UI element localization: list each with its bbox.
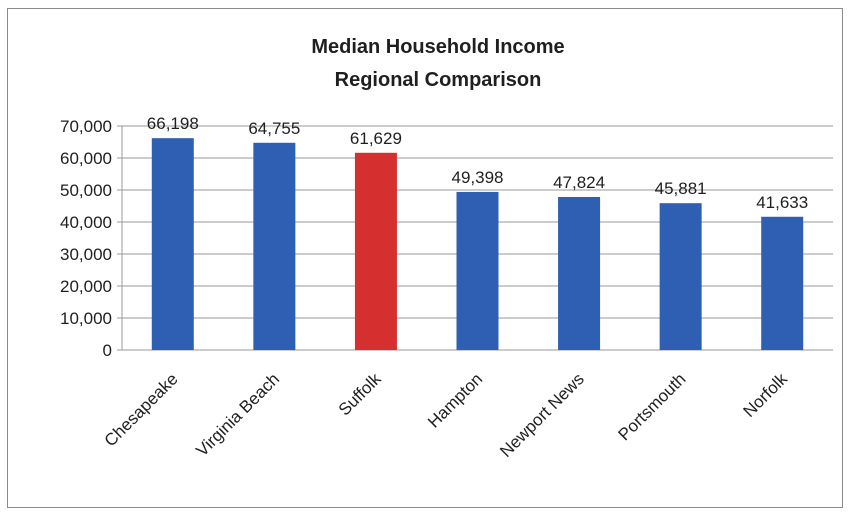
y-tick-label: 10,000 bbox=[60, 309, 112, 328]
data-label: 45,881 bbox=[655, 179, 707, 198]
y-axis-ticks: 0 10,000 20,000 30,000 40,000 50,000 60,000 70,… bbox=[60, 117, 122, 360]
y-tick-label: 70,000 bbox=[60, 117, 112, 136]
bar bbox=[558, 196, 601, 350]
y-tick-label: 0 bbox=[103, 341, 112, 360]
gridlines bbox=[121, 125, 833, 351]
x-tick-label: Suffolk bbox=[335, 369, 385, 419]
x-tick-label: Norfolk bbox=[740, 369, 792, 421]
bar bbox=[253, 142, 296, 350]
data-label: 66,198 bbox=[147, 114, 199, 133]
y-tick-label: 40,000 bbox=[60, 213, 112, 232]
x-tick-label: Virginia Beach bbox=[192, 369, 283, 460]
chart-frame bbox=[7, 8, 843, 508]
bar bbox=[354, 152, 397, 350]
x-tick-label: Portsmouth bbox=[615, 369, 690, 444]
data-label: 64,755 bbox=[248, 119, 300, 138]
chart-title: Median Household Income bbox=[311, 36, 564, 58]
data-label: 41,633 bbox=[756, 193, 808, 212]
bar bbox=[456, 191, 499, 350]
x-tick-label: Newport News bbox=[496, 369, 588, 461]
bars bbox=[151, 138, 804, 350]
y-tick-label: 30,000 bbox=[60, 245, 112, 264]
x-axis-labels: Chesapeake Virginia Beach Suffolk Hampton Ne… bbox=[101, 369, 792, 461]
bar bbox=[761, 216, 804, 350]
data-label: 49,398 bbox=[452, 168, 504, 187]
x-tick-label: Hampton bbox=[424, 369, 486, 431]
y-tick-label: 20,000 bbox=[60, 277, 112, 296]
chart-subtitle: Regional Comparison bbox=[335, 69, 542, 91]
y-tick-label: 50,000 bbox=[60, 181, 112, 200]
y-tick-label: 60,000 bbox=[60, 149, 112, 168]
bar bbox=[151, 138, 194, 350]
bar bbox=[659, 203, 702, 350]
x-tick-label: Chesapeake bbox=[101, 369, 182, 450]
data-labels: 66,198 64,755 61,629 49,398 47,824 45,881 41,6… bbox=[147, 114, 808, 212]
data-label: 61,629 bbox=[350, 129, 402, 148]
data-label: 47,824 bbox=[553, 173, 605, 192]
